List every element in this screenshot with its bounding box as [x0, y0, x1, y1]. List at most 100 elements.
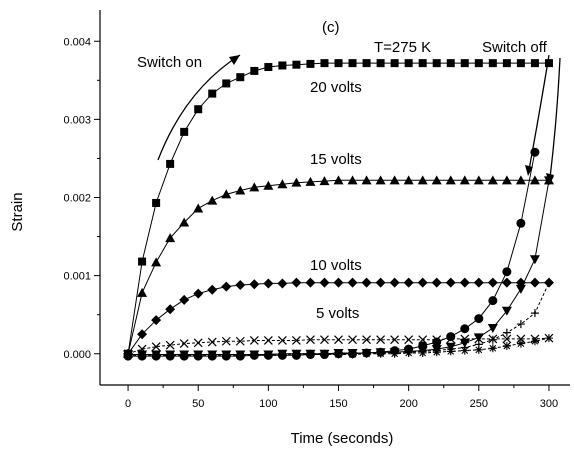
marker-plus — [502, 328, 511, 337]
marker-triangle — [431, 175, 442, 185]
marker-square — [194, 105, 203, 114]
marker-x — [193, 338, 203, 348]
marker-circle — [432, 337, 442, 347]
marker-square — [474, 59, 483, 68]
marker-plus — [516, 320, 525, 329]
marker-diamond — [207, 284, 218, 295]
marker-x — [404, 335, 414, 345]
label-10-volts: 10 volts — [310, 257, 362, 274]
marker-square — [278, 61, 287, 70]
marker-asterisk — [390, 349, 399, 358]
marker-square — [404, 59, 413, 68]
marker-triangle — [221, 189, 232, 199]
marker-circle — [516, 218, 526, 228]
marker-triangle — [333, 175, 344, 185]
marker-triangle — [389, 175, 400, 185]
marker-square — [250, 66, 259, 75]
marker-x — [376, 335, 386, 345]
x-tick-label: 250 — [470, 398, 488, 410]
marker-square — [236, 73, 245, 82]
marker-triangle — [445, 175, 456, 185]
marker-asterisk — [236, 351, 245, 360]
x-tick-label: 0 — [125, 398, 131, 410]
marker-triangle — [319, 176, 330, 186]
switch-on-arrow — [157, 54, 241, 161]
marker-diamond — [431, 277, 442, 288]
marker-asterisk — [530, 337, 539, 346]
y-tick-label: 0.002 — [63, 193, 91, 205]
marker-square — [306, 59, 315, 68]
marker-circle — [488, 296, 498, 306]
marker-square — [362, 59, 371, 68]
marker-triangle — [137, 287, 148, 297]
marker-x — [277, 336, 287, 345]
marker-diamond — [473, 277, 484, 288]
marker-asterisk — [334, 350, 343, 359]
marker-asterisk — [418, 348, 427, 357]
marker-triangle-down — [515, 284, 526, 294]
marker-triangle — [487, 175, 498, 185]
y-tick-label: 0.004 — [63, 36, 91, 48]
marker-square — [222, 79, 231, 88]
marker-x — [165, 340, 175, 350]
marker-triangle — [501, 175, 512, 185]
marker-x — [249, 336, 259, 345]
marker-diamond — [137, 329, 148, 340]
marker-square — [348, 59, 357, 68]
marker-triangle — [375, 175, 386, 185]
marker-triangle-down — [487, 323, 498, 333]
marker-x — [235, 336, 245, 346]
marker-asterisk — [208, 351, 217, 360]
marker-x — [151, 342, 161, 352]
marker-asterisk — [362, 349, 371, 358]
marker-square — [544, 59, 553, 68]
marker-diamond — [347, 277, 358, 288]
marker-square — [390, 59, 399, 68]
switch-off-arrow-right — [549, 57, 561, 179]
marker-diamond — [403, 277, 414, 288]
marker-diamond — [235, 280, 246, 290]
marker-triangle — [417, 175, 428, 185]
marker-diamond — [221, 281, 232, 292]
marker-asterisk — [502, 341, 511, 350]
temperature-label: T=275 K — [374, 39, 431, 56]
marker-asterisk — [222, 351, 231, 360]
marker-x — [320, 335, 329, 345]
marker-triangle — [403, 175, 414, 185]
switch-off-arrowhead-left — [525, 165, 533, 176]
marker-asterisk — [250, 351, 259, 360]
switch-off-arrow-left — [528, 54, 550, 171]
x-tick-label: 300 — [540, 398, 558, 410]
marker-square — [432, 59, 441, 68]
marker-x — [390, 335, 400, 345]
marker-x — [207, 337, 217, 347]
axes: 0 50 100 150 200 250 300 0.000 0.001 0.002 0.003 0.… — [63, 10, 570, 410]
marker-triangle-down — [501, 306, 512, 316]
x-tick-label: 50 — [192, 398, 204, 410]
marker-asterisk — [124, 351, 133, 360]
marker-square — [446, 59, 455, 68]
marker-triangle — [347, 175, 358, 185]
marker-asterisk — [180, 351, 189, 360]
marker-plus — [544, 278, 553, 287]
marker-asterisk — [194, 351, 203, 360]
marker-triangle — [515, 175, 526, 185]
switch-on-arrowhead — [229, 55, 240, 65]
marker-x — [221, 336, 231, 346]
marker-square — [166, 159, 175, 168]
marker-asterisk — [292, 350, 301, 359]
marker-triangle — [529, 175, 540, 185]
marker-x — [306, 335, 315, 345]
marker-asterisk — [278, 351, 287, 360]
marker-triangle-down — [459, 338, 470, 348]
marker-triangle — [305, 176, 316, 186]
marker-triangle — [361, 175, 372, 185]
marker-square — [502, 59, 511, 68]
marker-x — [502, 334, 512, 344]
marker-asterisk — [488, 344, 497, 353]
marker-asterisk — [516, 339, 525, 348]
marker-asterisk — [166, 351, 175, 360]
marker-asterisk — [432, 348, 441, 357]
x-tick-label: 100 — [259, 398, 277, 410]
